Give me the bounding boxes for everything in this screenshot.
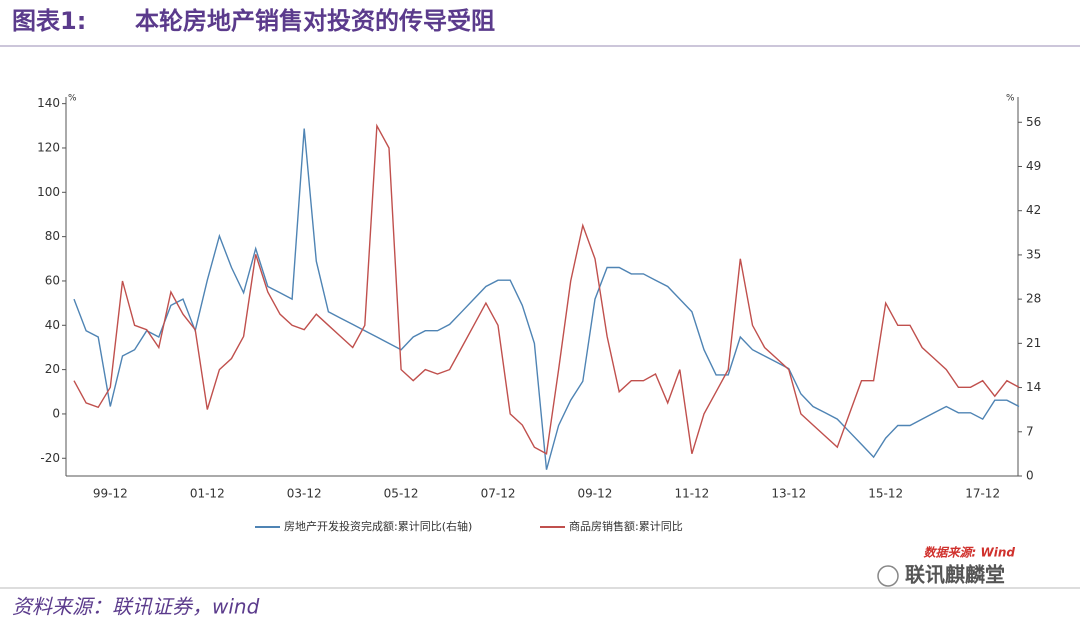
y-tick-label: 120 <box>37 140 60 154</box>
y2-tick-label: 14 <box>1026 380 1041 394</box>
x-tick-label: 05-12 <box>384 487 419 501</box>
x-tick-label: 99-12 <box>93 487 128 501</box>
x-tick-label: 07-12 <box>481 487 516 501</box>
y-tick-label: 60 <box>45 273 60 287</box>
y2-tick-label: 42 <box>1026 203 1041 217</box>
x-tick-label: 15-12 <box>868 487 903 501</box>
y-tick-label: 140 <box>37 96 60 110</box>
x-tick-label: 01-12 <box>190 487 225 501</box>
x-tick-label: 11-12 <box>674 487 709 501</box>
logo-icon <box>877 565 899 587</box>
header-title: 本轮房地产销售对投资的传导受阻 <box>135 7 495 35</box>
legend-label: 房地产开发投资完成额:累计同比(右轴) <box>284 519 472 533</box>
y2-tick-label: 7 <box>1026 424 1034 438</box>
y-tick-label: 0 <box>52 406 60 420</box>
y-tick-label: -20 <box>40 451 60 465</box>
x-tick-label: 17-12 <box>965 487 1000 501</box>
y2-tick-label: 35 <box>1026 247 1041 261</box>
series-line <box>73 123 1020 455</box>
y2-tick-label: 56 <box>1026 115 1041 129</box>
x-tick-label: 09-12 <box>578 487 613 501</box>
y-tick-label: 40 <box>45 318 60 332</box>
x-tick-label: 03-12 <box>287 487 322 501</box>
watermark: 数据来源: Wind <box>924 546 1016 560</box>
legend-label: 商品房销售额:累计同比 <box>569 519 683 533</box>
x-tick-label: 13-12 <box>771 487 806 501</box>
source: 资料来源：联讯证券，wind <box>12 595 260 619</box>
y2-unit: % <box>1006 94 1015 104</box>
logo: 联讯麒麟堂 <box>905 563 1005 587</box>
header-label: 图表1: <box>12 7 86 35</box>
y2-tick-label: 49 <box>1026 159 1041 173</box>
y2-tick-label: 21 <box>1026 336 1041 350</box>
y-tick-label: 100 <box>37 185 60 199</box>
y-tick-label: 20 <box>45 362 60 376</box>
y-tick-label: 80 <box>45 229 60 243</box>
y-unit: % <box>68 94 77 104</box>
series-line <box>73 128 1020 470</box>
y2-tick-label: 28 <box>1026 292 1041 306</box>
y2-tick-label: 0 <box>1026 469 1034 483</box>
